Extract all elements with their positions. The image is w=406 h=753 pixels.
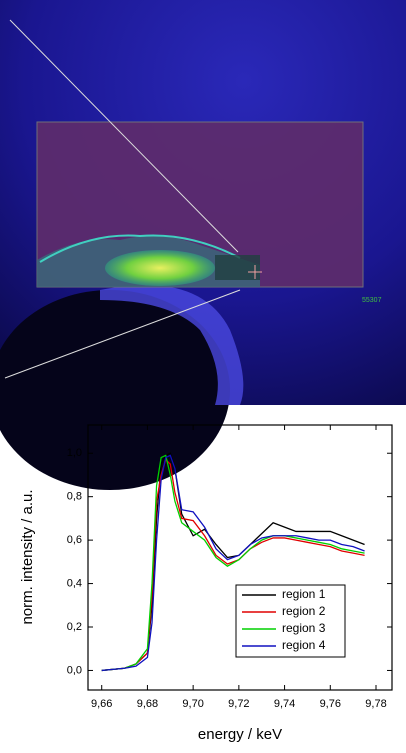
y-tick-label: 0,4 [67, 577, 82, 589]
legend-label: region 2 [282, 604, 326, 618]
chart: energy / keV norm. intensity / a.u. [19, 489, 282, 743]
y-axis-title: norm. intensity / a.u. [19, 489, 36, 624]
legend-label: region 3 [282, 621, 326, 635]
x-tick-label: 9,72 [228, 698, 249, 710]
x-tick-label: 9,66 [91, 698, 112, 710]
plot-frame [87, 424, 393, 691]
legend-label: region 4 [282, 638, 326, 652]
y-tick-label: 0,2 [67, 621, 82, 633]
y-tick-label: 0,8 [67, 491, 82, 503]
y-tick-label: 0,0 [67, 664, 82, 676]
line-series [101, 454, 365, 672]
micrograph: 55307 [0, 0, 406, 490]
x-tick-label: 9,68 [137, 698, 158, 710]
y-tick-label: 1,0 [67, 447, 82, 459]
y-tick-label: 0,6 [67, 534, 82, 546]
legend-box [235, 584, 346, 658]
line-series [101, 454, 365, 672]
x-tick-label: 9,70 [182, 698, 203, 710]
x-axis-title: energy / keV [198, 726, 282, 743]
x-tick-label: 9,78 [365, 698, 386, 710]
legend-label: region 1 [282, 587, 326, 601]
image-label: 55307 [362, 297, 382, 304]
x-tick-label: 9,74 [274, 698, 295, 710]
x-tick-label: 9,76 [320, 698, 341, 710]
